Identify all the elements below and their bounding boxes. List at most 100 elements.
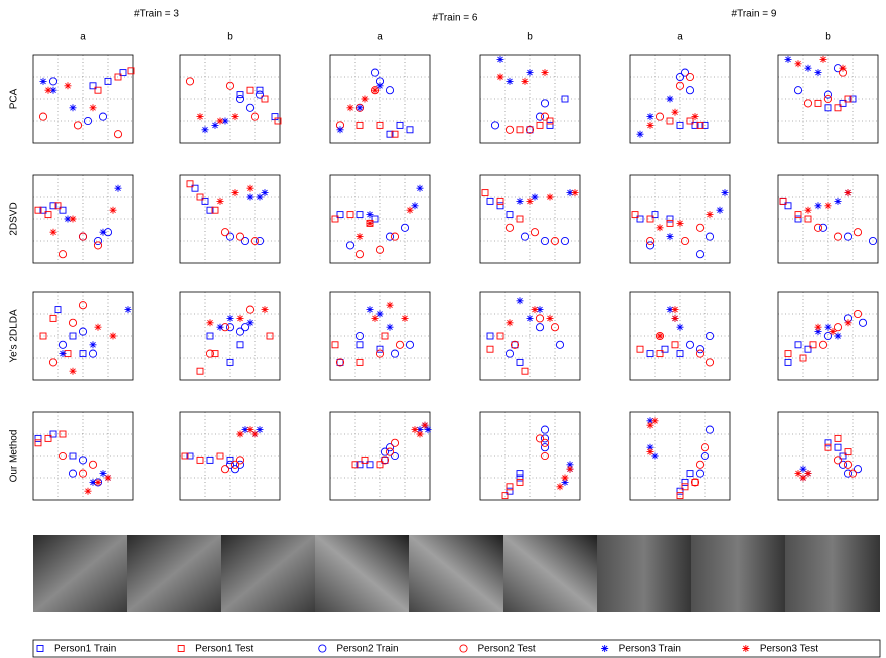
marker-star <box>562 475 569 482</box>
marker-star <box>815 324 822 331</box>
marker-star <box>417 431 424 438</box>
marker-star <box>90 104 97 111</box>
marker-square <box>197 457 203 463</box>
marker-star <box>237 431 244 438</box>
marker-star <box>840 65 847 72</box>
marker-square <box>337 359 343 365</box>
marker-square <box>835 435 841 441</box>
marker-star <box>707 211 714 218</box>
marker-star <box>402 315 409 322</box>
marker-circle <box>336 359 343 366</box>
marker-star <box>95 324 102 331</box>
marker-star <box>367 220 374 227</box>
marker-star <box>65 82 72 89</box>
marker-star <box>357 104 364 111</box>
marker-square <box>35 440 41 446</box>
marker-circle <box>246 306 253 313</box>
marker-circle <box>686 341 693 348</box>
marker-star <box>387 324 394 331</box>
marker-circle <box>686 87 693 94</box>
marker-star <box>217 198 224 205</box>
marker-circle <box>221 229 228 236</box>
marker-square <box>497 198 503 204</box>
marker-star <box>70 368 77 375</box>
face-image <box>409 535 503 612</box>
marker-star <box>547 315 554 322</box>
face-image <box>597 535 691 612</box>
figure: #Train = 3ab#Train = 6ab#Train = 9abPCA2… <box>0 0 886 658</box>
marker-star <box>532 306 539 313</box>
marker-circle <box>79 233 86 240</box>
marker-circle <box>59 251 66 258</box>
marker-star <box>542 69 549 76</box>
marker-star <box>845 189 852 196</box>
marker-star <box>795 60 802 67</box>
marker-circle <box>206 350 213 357</box>
marker-star <box>717 207 724 214</box>
marker-star <box>110 207 117 214</box>
marker-circle <box>541 113 548 120</box>
marker-circle <box>541 237 548 244</box>
marker-circle <box>69 319 76 326</box>
marker-circle <box>541 452 548 459</box>
marker-circle <box>226 233 233 240</box>
marker-star <box>547 194 554 201</box>
marker-star <box>90 341 97 348</box>
marker-star <box>407 207 414 214</box>
marker-star <box>387 302 394 309</box>
marker-circle <box>541 444 548 451</box>
marker-circle <box>814 224 821 231</box>
marker-star <box>110 333 117 340</box>
legend-box <box>33 640 880 657</box>
marker-star <box>362 96 369 103</box>
marker-square <box>517 479 523 485</box>
marker-square <box>377 346 383 352</box>
marker-square <box>487 346 493 352</box>
marker-star <box>672 306 679 313</box>
marker-square <box>795 342 801 348</box>
marker-star <box>417 185 424 192</box>
marker-circle <box>231 466 238 473</box>
marker-star <box>85 488 92 495</box>
column-label: a <box>377 32 383 43</box>
marker-star <box>517 198 524 205</box>
marker-square <box>647 351 653 357</box>
marker-star <box>652 417 659 424</box>
marker-star <box>517 297 524 304</box>
marker-star <box>125 306 132 313</box>
marker-circle <box>706 359 713 366</box>
marker-circle <box>681 237 688 244</box>
face-strip <box>33 535 880 612</box>
marker-circle <box>819 341 826 348</box>
marker-circle <box>646 237 653 244</box>
marker-circle <box>396 341 403 348</box>
marker-square <box>257 87 263 93</box>
marker-star <box>40 78 47 85</box>
marker-star <box>507 78 514 85</box>
marker-circle <box>391 452 398 459</box>
marker-star <box>785 56 792 63</box>
marker-circle <box>691 479 698 486</box>
marker-circle <box>59 452 66 459</box>
marker-star <box>677 324 684 331</box>
marker-circle <box>541 439 548 446</box>
marker-circle <box>844 461 851 468</box>
marker-circle <box>696 224 703 231</box>
marker-star <box>217 324 224 331</box>
marker-circle <box>386 444 393 451</box>
marker-star <box>50 229 57 236</box>
marker-circle <box>556 341 563 348</box>
row-label: PCA <box>9 88 20 109</box>
marker-square <box>687 471 693 477</box>
marker-square <box>247 87 253 93</box>
marker-square <box>482 190 488 196</box>
marker-star <box>527 198 534 205</box>
marker-circle <box>231 461 238 468</box>
marker-square <box>537 122 543 128</box>
marker-circle <box>94 242 101 249</box>
marker-circle <box>491 122 498 129</box>
marker-star <box>742 645 749 652</box>
marker-circle <box>794 87 801 94</box>
marker-circle <box>646 242 653 249</box>
marker-square <box>397 122 403 128</box>
